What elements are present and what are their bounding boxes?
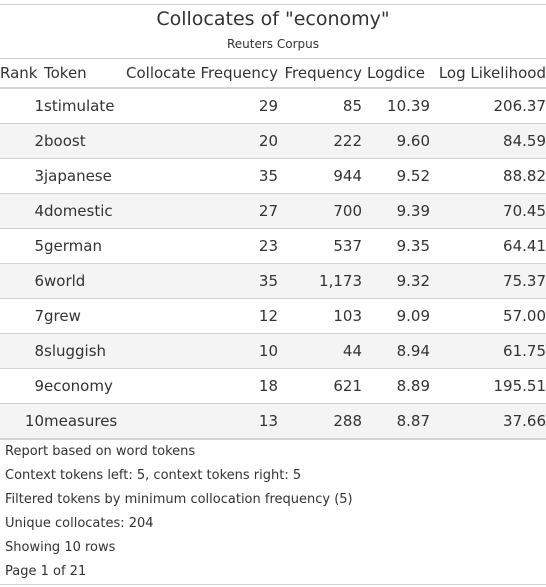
bottom-divider — [0, 584, 546, 585]
table-header-row: Rank Token Collocate Frequency Frequency… — [0, 59, 546, 89]
cell-frequency: 288 — [278, 403, 362, 440]
cell-token: japanese — [44, 158, 120, 194]
table-row: 4 domestic 27 700 9.39 70.45 — [0, 193, 546, 229]
cell-frequency: 44 — [278, 333, 362, 369]
cell-log-likelihood: 84.59 — [430, 123, 546, 159]
cell-collocate-frequency: 13 — [120, 403, 278, 440]
cell-collocate-frequency: 12 — [120, 298, 278, 334]
cell-log-likelihood: 206.37 — [430, 88, 546, 124]
cell-frequency: 103 — [278, 298, 362, 334]
collocates-table: Rank Token Collocate Frequency Frequency… — [0, 59, 546, 440]
table-row: 5 german 23 537 9.35 64.41 — [0, 228, 546, 264]
column-header-log-likelihood: Log Likelihood — [430, 59, 546, 89]
cell-logdice: 10.39 — [362, 88, 430, 124]
note-report-basis: Report based on word tokens — [5, 444, 196, 459]
cell-logdice: 9.35 — [362, 228, 430, 264]
report-title: Collocates of "economy" — [156, 8, 390, 30]
note-frequency-filter: Filtered tokens by minimum collocation f… — [5, 492, 353, 507]
cell-frequency: 1,173 — [278, 263, 362, 299]
cell-rank: 6 — [0, 263, 44, 299]
cell-frequency: 537 — [278, 228, 362, 264]
cell-logdice: 8.94 — [362, 333, 430, 369]
cell-token: sluggish — [44, 333, 120, 369]
cell-collocate-frequency: 27 — [120, 193, 278, 229]
note-context-tokens: Context tokens left: 5, context tokens r… — [5, 468, 302, 483]
cell-collocate-frequency: 29 — [120, 88, 278, 124]
cell-logdice: 9.09 — [362, 298, 430, 334]
cell-rank: 4 — [0, 193, 44, 229]
title-divider — [0, 58, 546, 59]
column-header-collocate-frequency: Collocate Frequency — [120, 59, 278, 89]
cell-frequency: 944 — [278, 158, 362, 194]
cell-collocate-frequency: 10 — [120, 333, 278, 369]
cell-logdice: 9.52 — [362, 158, 430, 194]
cell-token: grew — [44, 298, 120, 334]
table-row: 7 grew 12 103 9.09 57.00 — [0, 298, 546, 334]
cell-rank: 3 — [0, 158, 44, 194]
table-row: 10 measures 13 288 8.87 37.66 — [0, 403, 546, 440]
table-row: 3 japanese 35 944 9.52 88.82 — [0, 158, 546, 194]
cell-rank: 8 — [0, 333, 44, 369]
report-subtitle: Reuters Corpus — [226, 37, 319, 51]
table-row: 6 world 35 1,173 9.32 75.37 — [0, 263, 546, 299]
table-row: 8 sluggish 10 44 8.94 61.75 — [0, 333, 546, 369]
table-row: 2 boost 20 222 9.60 84.59 — [0, 123, 546, 159]
cell-token: german — [44, 228, 120, 264]
report-notes: Report based on word tokens Context toke… — [5, 440, 353, 584]
cell-collocate-frequency: 23 — [120, 228, 278, 264]
cell-log-likelihood: 64.41 — [430, 228, 546, 264]
cell-log-likelihood: 75.37 — [430, 263, 546, 299]
cell-rank: 10 — [0, 403, 44, 440]
cell-logdice: 9.32 — [362, 263, 430, 299]
column-header-logdice: Logdice — [362, 59, 430, 89]
table-row: 1 stimulate 29 85 10.39 206.37 — [0, 88, 546, 124]
cell-rank: 9 — [0, 368, 44, 404]
cell-collocate-frequency: 20 — [120, 123, 278, 159]
cell-collocate-frequency: 35 — [120, 263, 278, 299]
cell-frequency: 621 — [278, 368, 362, 404]
cell-token: economy — [44, 368, 120, 404]
cell-logdice: 9.39 — [362, 193, 430, 229]
cell-log-likelihood: 88.82 — [430, 158, 546, 194]
table-row: 9 economy 18 621 8.89 195.51 — [0, 368, 546, 404]
cell-rank: 1 — [0, 88, 44, 124]
column-header-frequency: Frequency — [278, 59, 362, 89]
cell-logdice: 8.89 — [362, 368, 430, 404]
cell-log-likelihood: 61.75 — [430, 333, 546, 369]
cell-logdice: 9.60 — [362, 123, 430, 159]
cell-logdice: 8.87 — [362, 403, 430, 440]
cell-log-likelihood: 70.45 — [430, 193, 546, 229]
cell-frequency: 222 — [278, 123, 362, 159]
cell-frequency: 85 — [278, 88, 362, 124]
note-page-indicator: Page 1 of 21 — [5, 564, 87, 579]
cell-rank: 7 — [0, 298, 44, 334]
cell-frequency: 700 — [278, 193, 362, 229]
cell-token: world — [44, 263, 120, 299]
cell-collocate-frequency: 18 — [120, 368, 278, 404]
top-divider — [0, 4, 546, 5]
cell-token: stimulate — [44, 88, 120, 124]
cell-rank: 5 — [0, 228, 44, 264]
column-header-token: Token — [44, 59, 120, 89]
cell-log-likelihood: 37.66 — [430, 403, 546, 440]
column-header-rank: Rank — [0, 59, 44, 89]
cell-log-likelihood: 195.51 — [430, 368, 546, 404]
cell-rank: 2 — [0, 123, 44, 159]
cell-token: boost — [44, 123, 120, 159]
cell-collocate-frequency: 35 — [120, 158, 278, 194]
cell-log-likelihood: 57.00 — [430, 298, 546, 334]
note-rows-shown: Showing 10 rows — [5, 540, 116, 555]
cell-token: measures — [44, 403, 120, 440]
cell-token: domestic — [44, 193, 120, 229]
note-unique-collocates: Unique collocates: 204 — [5, 516, 154, 531]
